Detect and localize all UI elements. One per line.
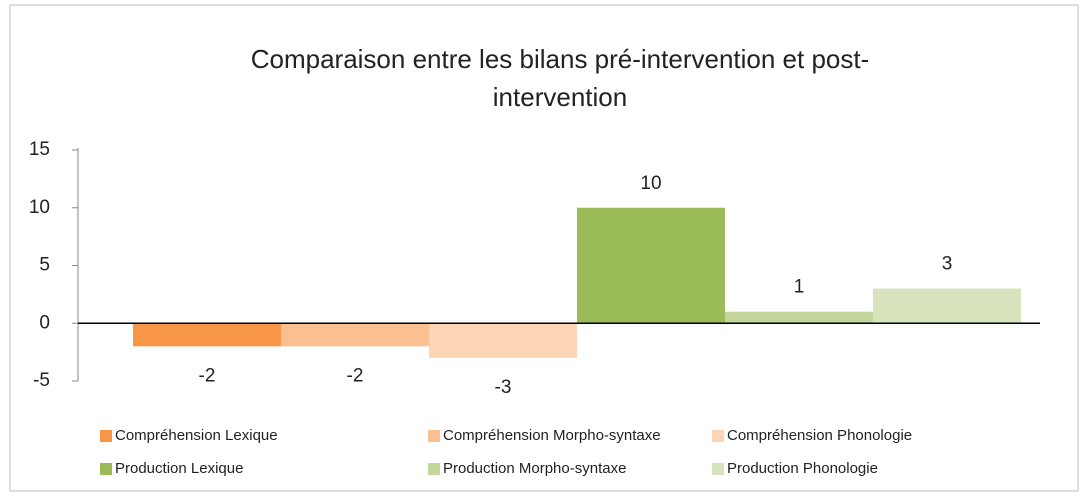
bar — [133, 323, 281, 347]
legend-swatch — [428, 430, 440, 442]
y-tick-label: -5 — [33, 370, 50, 391]
y-tick-label: 0 — [39, 312, 50, 333]
data-label: 1 — [794, 277, 805, 298]
data-label: -3 — [495, 377, 512, 398]
legend-label: Production Phonologie — [727, 460, 878, 477]
y-tick-label: 15 — [29, 139, 50, 160]
y-tick-label: 5 — [39, 255, 50, 276]
legend-label: Compréhension Phonologie — [727, 427, 912, 444]
legend-swatch — [712, 430, 724, 442]
data-label: -2 — [347, 365, 364, 386]
chart-title: Comparaison entre les bilans pré-interve… — [250, 44, 870, 112]
bar — [725, 311, 873, 324]
bar — [873, 288, 1021, 324]
bar — [281, 323, 429, 347]
legend-label: Compréhension Lexique — [115, 427, 278, 444]
legend-label: Compréhension Morpho-syntaxe — [443, 427, 661, 444]
legend-swatch — [428, 463, 440, 475]
data-label: -2 — [199, 365, 216, 386]
data-label: 10 — [640, 173, 661, 194]
legend-label: Production Lexique — [115, 460, 243, 477]
legend-swatch — [100, 430, 112, 442]
legend-swatch — [712, 463, 724, 475]
legend-swatch — [100, 463, 112, 475]
chart-border — [9, 4, 1079, 492]
y-tick-label: 10 — [29, 197, 50, 218]
bar — [577, 207, 725, 324]
legend-label: Production Morpho-syntaxe — [443, 460, 626, 477]
data-label: 3 — [942, 254, 953, 275]
bar — [429, 323, 577, 358]
